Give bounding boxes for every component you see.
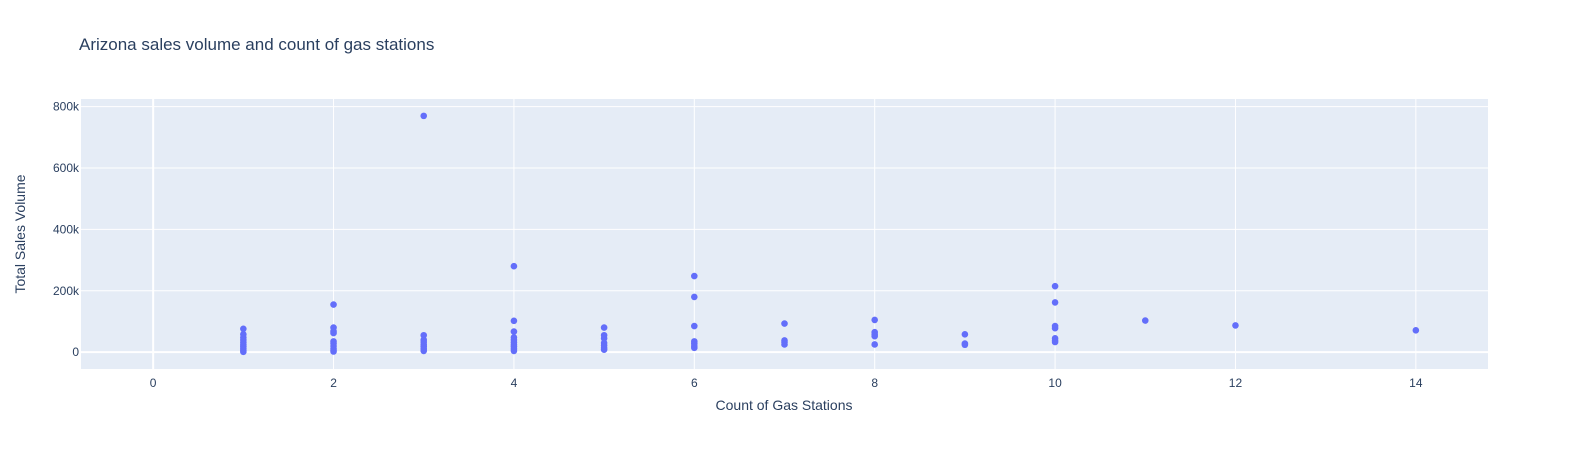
x-tick-label: 0 <box>150 376 157 390</box>
data-point <box>871 316 878 324</box>
y-axis-title: Total Sales Volume <box>12 174 28 293</box>
y-tick-label: 200k <box>53 284 80 298</box>
plot-area <box>81 99 1488 369</box>
data-point <box>781 341 788 348</box>
data-point <box>330 329 337 337</box>
x-tick-label: 12 <box>1229 376 1243 390</box>
data-point <box>961 341 969 349</box>
data-point <box>420 331 428 339</box>
x-tick-label: 6 <box>691 376 698 390</box>
data-point <box>781 320 788 327</box>
x-gridlines <box>152 99 1417 369</box>
data-point <box>1412 327 1420 334</box>
y-axis-ticks: 0 200k 400k 600k 800k <box>53 100 80 359</box>
y-tick-label: 0 <box>72 345 79 359</box>
x-tick-label: 4 <box>511 376 518 390</box>
data-point <box>1051 299 1059 306</box>
chart-title: Arizona sales volume and count of gas st… <box>79 35 434 54</box>
data-point <box>240 348 247 356</box>
data-points <box>240 112 1420 356</box>
y-gridlines <box>81 106 1488 354</box>
data-point <box>1051 324 1059 332</box>
data-point <box>1051 338 1059 346</box>
data-point <box>330 348 337 355</box>
data-point <box>1141 317 1149 324</box>
x-tick-label: 10 <box>1048 376 1062 390</box>
data-point <box>961 331 969 338</box>
data-point <box>510 262 518 270</box>
data-point <box>600 335 608 342</box>
x-axis-ticks: 0 2 4 6 8 10 12 14 <box>150 376 1423 390</box>
data-point <box>691 272 698 280</box>
y-tick-label: 400k <box>53 222 80 236</box>
x-tick-label: 14 <box>1409 376 1423 390</box>
y-tick-label: 800k <box>53 100 80 114</box>
data-point <box>1051 282 1059 290</box>
data-point <box>510 347 518 355</box>
data-point <box>240 325 247 333</box>
data-point <box>691 344 698 352</box>
data-point <box>600 324 608 331</box>
x-axis-title: Count of Gas Stations <box>716 397 853 413</box>
data-point <box>600 346 608 353</box>
data-point <box>510 317 518 325</box>
data-point <box>871 341 878 348</box>
x-tick-label: 2 <box>330 376 337 390</box>
data-point <box>1232 322 1239 329</box>
data-point <box>420 347 428 355</box>
data-point <box>510 328 518 335</box>
data-point <box>691 293 698 301</box>
data-point <box>420 112 428 120</box>
data-point <box>871 332 878 340</box>
y-tick-label: 600k <box>53 161 80 175</box>
x-tick-label: 8 <box>871 376 878 390</box>
data-point <box>691 322 698 330</box>
data-point <box>330 301 337 308</box>
